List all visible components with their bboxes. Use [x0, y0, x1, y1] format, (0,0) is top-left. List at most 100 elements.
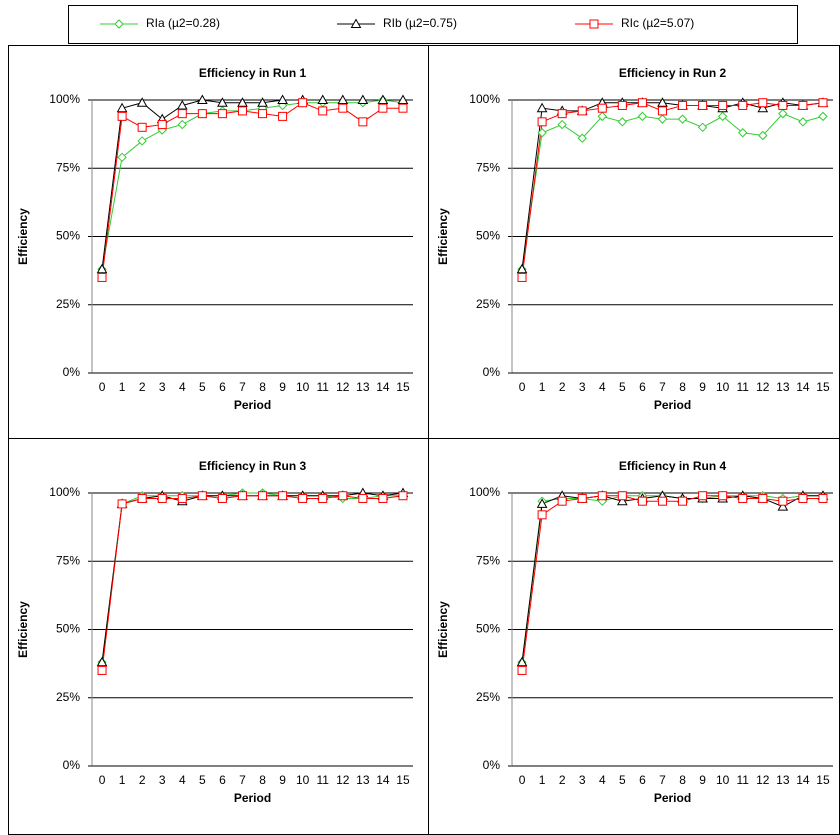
chart-title: Efficiency in Run 2 [619, 66, 727, 80]
x-tick-label: 12 [336, 380, 350, 394]
y-tick-label: 75% [476, 553, 500, 567]
marker [577, 133, 587, 143]
marker [298, 98, 308, 108]
marker [397, 94, 409, 104]
series-line [101, 495, 404, 671]
y-tick-label: 25% [56, 297, 80, 311]
x-tick-label: 5 [619, 380, 626, 394]
x-tick-label: 3 [159, 380, 166, 394]
x-tick-label: 5 [199, 773, 206, 787]
y-tick-label: 0% [63, 365, 81, 379]
marker [116, 102, 128, 113]
x-axis-label: Period [654, 398, 691, 412]
x-axis-label: Period [654, 791, 691, 805]
marker [517, 272, 527, 282]
chart-title: Efficiency in Run 4 [619, 459, 727, 473]
marker [557, 496, 567, 506]
series-line [101, 492, 404, 663]
marker [258, 491, 268, 501]
marker [177, 493, 187, 503]
marker [217, 109, 227, 119]
marker [557, 109, 567, 119]
marker [357, 94, 369, 104]
x-tick-label: 6 [639, 773, 646, 787]
marker [358, 493, 368, 503]
y-tick-label: 0% [483, 758, 501, 772]
y-axis-label: Efficiency [436, 601, 450, 658]
marker [277, 94, 288, 104]
marker [517, 665, 527, 675]
x-tick-label: 12 [756, 380, 770, 394]
y-tick-label: 25% [476, 690, 500, 704]
marker [677, 114, 688, 124]
marker [778, 496, 788, 506]
marker [378, 103, 388, 113]
marker [96, 656, 108, 667]
marker [177, 109, 187, 119]
marker [616, 495, 628, 506]
x-tick-label: 2 [139, 380, 146, 394]
marker [338, 491, 348, 501]
marker [577, 493, 587, 503]
x-tick-label: 6 [639, 380, 646, 394]
marker [278, 491, 288, 501]
x-axis-label: Period [234, 791, 271, 805]
marker [657, 97, 668, 107]
x-tick-label: 13 [356, 380, 370, 394]
x-tick-label: 7 [239, 773, 246, 787]
marker [96, 263, 108, 274]
marker [657, 114, 668, 124]
marker [157, 493, 167, 503]
marker [597, 111, 607, 122]
marker [798, 493, 808, 503]
marker [818, 111, 828, 122]
x-tick-label: 4 [179, 380, 186, 394]
marker [617, 491, 627, 501]
x-tick-label: 8 [259, 773, 266, 787]
marker [818, 98, 828, 108]
marker [298, 493, 308, 503]
marker [278, 111, 288, 121]
marker [738, 128, 748, 138]
marker [536, 498, 548, 508]
y-tick-label: 0% [483, 365, 501, 379]
marker [637, 111, 648, 122]
marker [537, 117, 547, 127]
x-tick-label: 9 [279, 380, 286, 394]
y-tick-label: 100% [469, 92, 500, 106]
y-tick-label: 100% [49, 92, 80, 106]
y-tick-label: 50% [56, 229, 80, 243]
marker [697, 122, 708, 133]
x-tick-label: 11 [736, 380, 749, 394]
x-tick-label: 4 [599, 773, 606, 787]
marker [217, 97, 228, 107]
marker [97, 272, 107, 282]
marker [589, 19, 599, 29]
series-line [101, 102, 403, 278]
x-tick-label: 14 [796, 380, 810, 394]
marker [597, 103, 607, 113]
marker [758, 493, 768, 503]
x-tick-label: 6 [219, 773, 226, 787]
marker [137, 122, 147, 132]
marker [778, 100, 788, 110]
x-tick-label: 2 [139, 773, 146, 787]
marker [114, 19, 124, 29]
marker [378, 493, 388, 503]
y-axis-label: Efficiency [16, 208, 30, 265]
marker [818, 493, 828, 503]
marker [196, 94, 208, 104]
marker [217, 493, 227, 503]
y-tick-label: 50% [476, 229, 500, 243]
marker [398, 491, 408, 501]
x-tick-label: 10 [296, 380, 310, 394]
marker [258, 109, 268, 119]
y-tick-label: 75% [476, 160, 500, 174]
marker [177, 119, 187, 130]
x-tick-label: 7 [659, 380, 666, 394]
marker [657, 496, 667, 506]
y-tick-label: 100% [49, 485, 80, 499]
marker [197, 491, 207, 501]
marker [738, 100, 748, 110]
